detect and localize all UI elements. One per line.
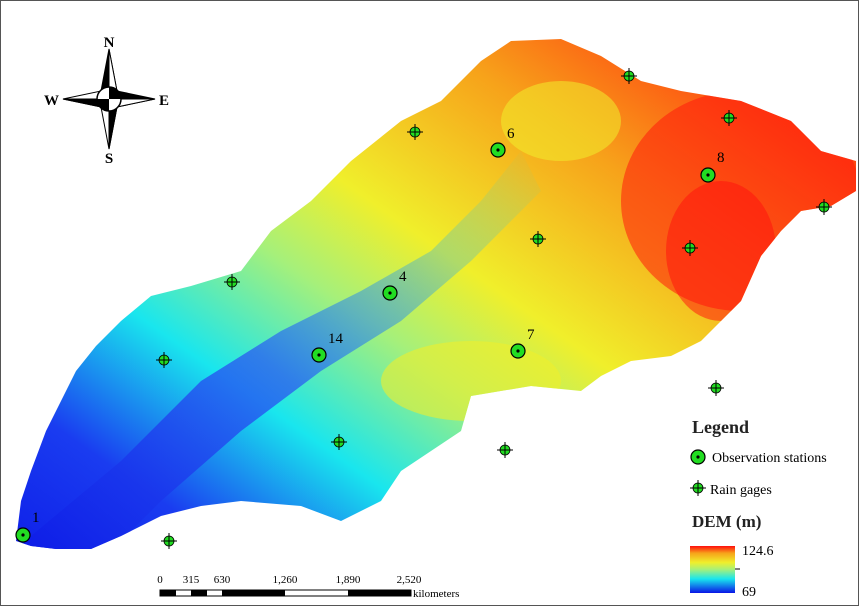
rain-gage-marker bbox=[708, 380, 724, 396]
legend-dem-max: 124.6 bbox=[742, 544, 774, 559]
observation-station-4: 4 bbox=[382, 269, 407, 301]
scale-bar: 0 315 630 1,260 1,890 2,520 kilometers bbox=[157, 574, 459, 600]
legend-rain-gage-symbol bbox=[690, 480, 706, 496]
rain-gage-marker bbox=[331, 434, 347, 450]
observation-station-6: 6 bbox=[490, 126, 515, 158]
rain-gage-marker bbox=[161, 533, 177, 549]
observation-station-8: 8 bbox=[700, 150, 725, 183]
legend-dem-color-ramp bbox=[690, 546, 735, 593]
station-label: 7 bbox=[527, 327, 535, 343]
compass-north-label: N bbox=[104, 35, 115, 51]
legend-dem-min: 69 bbox=[742, 585, 756, 600]
station-label: 14 bbox=[328, 331, 344, 347]
rain-gage-marker bbox=[530, 231, 546, 247]
observation-station-14: 14 bbox=[311, 331, 344, 363]
compass-west-label: W bbox=[44, 93, 59, 109]
observation-stations: 6 8 4 14 7 1 bbox=[15, 126, 725, 543]
observation-station-1: 1 bbox=[15, 510, 40, 543]
compass-south-label: S bbox=[105, 151, 113, 167]
rain-gage-marker bbox=[407, 124, 423, 140]
rain-gage-marker bbox=[224, 274, 240, 290]
legend-dem-title: DEM (m) bbox=[692, 512, 761, 531]
legend-observation-label: Observation stations bbox=[712, 451, 827, 466]
rain-gage-marker bbox=[721, 110, 737, 126]
station-label: 6 bbox=[507, 126, 515, 142]
scale-tick-label: 1,890 bbox=[336, 574, 361, 586]
observation-station-7: 7 bbox=[510, 327, 535, 359]
compass-east-label: E bbox=[159, 93, 169, 109]
station-label: 1 bbox=[32, 510, 40, 526]
rain-gage-marker bbox=[497, 442, 513, 458]
scale-tick-label: 315 bbox=[183, 574, 200, 586]
legend-observation-symbol bbox=[690, 449, 706, 465]
scale-tick-label: 630 bbox=[214, 574, 231, 586]
legend-rain-gage-label: Rain gages bbox=[710, 483, 772, 498]
scale-tick-label: 0 bbox=[157, 574, 163, 586]
rain-gage-marker bbox=[816, 199, 832, 215]
rain-gage-marker bbox=[621, 68, 637, 84]
rain-gage-marker bbox=[156, 352, 172, 368]
scale-tick-label: 2,520 bbox=[397, 574, 422, 586]
station-label: 8 bbox=[717, 150, 725, 166]
legend: Legend Observation stations Rain gages D… bbox=[690, 417, 827, 600]
rain-gage-marker bbox=[682, 240, 698, 256]
station-label: 4 bbox=[399, 269, 407, 285]
legend-title: Legend bbox=[692, 417, 749, 437]
scale-tick-label: 1,260 bbox=[273, 574, 298, 586]
rain-gages bbox=[156, 68, 832, 549]
north-arrow-compass: N S E W bbox=[44, 35, 169, 167]
scale-unit-label: kilometers bbox=[413, 588, 459, 600]
